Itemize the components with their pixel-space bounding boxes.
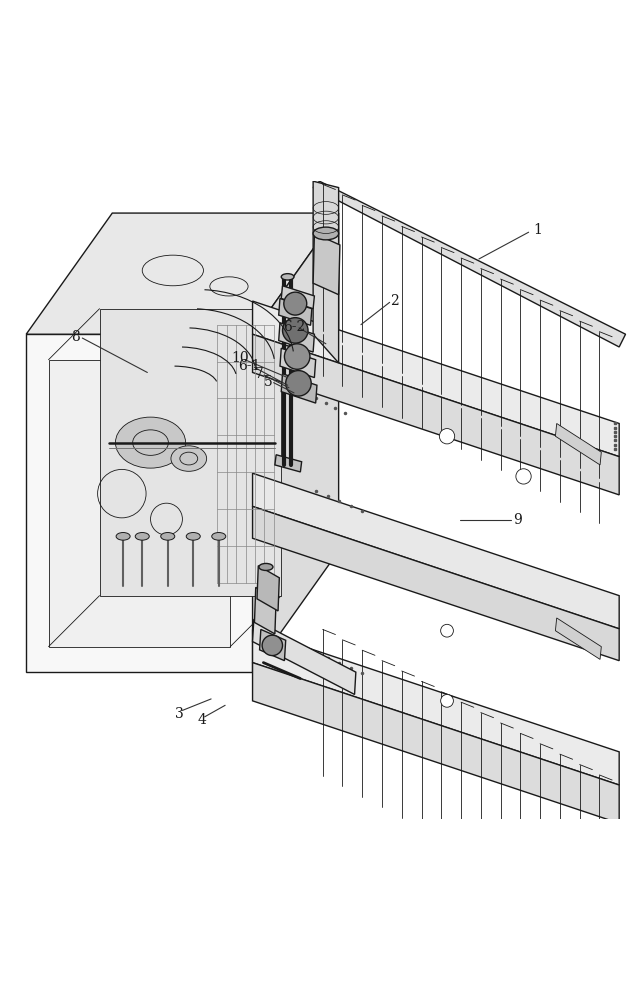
- Ellipse shape: [186, 533, 200, 540]
- Ellipse shape: [281, 274, 294, 280]
- Circle shape: [286, 371, 311, 396]
- Circle shape: [441, 694, 454, 707]
- Polygon shape: [279, 299, 312, 325]
- Polygon shape: [252, 334, 619, 495]
- Text: 10: 10: [231, 351, 249, 365]
- Text: 9: 9: [512, 513, 521, 527]
- Polygon shape: [257, 566, 279, 611]
- Text: 4: 4: [197, 713, 206, 727]
- Circle shape: [440, 429, 455, 444]
- Ellipse shape: [161, 533, 174, 540]
- Text: 1: 1: [533, 223, 542, 237]
- Polygon shape: [252, 629, 619, 785]
- Polygon shape: [313, 181, 626, 347]
- Ellipse shape: [133, 430, 169, 455]
- Polygon shape: [555, 618, 601, 659]
- Polygon shape: [26, 213, 339, 334]
- Text: 6-2: 6-2: [283, 320, 305, 334]
- Polygon shape: [281, 286, 314, 309]
- Polygon shape: [259, 629, 286, 661]
- Polygon shape: [252, 213, 339, 672]
- Polygon shape: [254, 587, 276, 634]
- Circle shape: [282, 318, 308, 343]
- Circle shape: [441, 624, 454, 637]
- Ellipse shape: [116, 417, 185, 468]
- Text: 2: 2: [390, 294, 399, 308]
- Polygon shape: [252, 619, 356, 694]
- Polygon shape: [275, 455, 302, 472]
- Ellipse shape: [259, 563, 273, 570]
- Text: 3: 3: [175, 707, 183, 721]
- Ellipse shape: [116, 533, 130, 540]
- Ellipse shape: [212, 533, 226, 540]
- Text: 8: 8: [72, 330, 81, 344]
- Circle shape: [516, 469, 531, 484]
- Polygon shape: [313, 181, 339, 363]
- Ellipse shape: [135, 533, 150, 540]
- Polygon shape: [252, 506, 619, 661]
- Ellipse shape: [313, 227, 339, 240]
- Ellipse shape: [171, 446, 206, 471]
- Polygon shape: [313, 233, 340, 295]
- Polygon shape: [280, 348, 316, 378]
- Polygon shape: [252, 663, 619, 823]
- Text: 6-1: 6-1: [238, 359, 261, 373]
- Polygon shape: [49, 360, 230, 647]
- Polygon shape: [281, 374, 317, 403]
- Text: 7: 7: [254, 367, 263, 381]
- Polygon shape: [252, 301, 619, 457]
- Polygon shape: [100, 309, 281, 596]
- Circle shape: [262, 635, 282, 656]
- Ellipse shape: [180, 452, 197, 465]
- Polygon shape: [26, 334, 252, 672]
- Circle shape: [284, 344, 310, 369]
- Polygon shape: [252, 473, 619, 629]
- Polygon shape: [279, 323, 314, 352]
- Text: 5: 5: [264, 375, 273, 389]
- Polygon shape: [555, 423, 601, 465]
- Circle shape: [284, 292, 307, 315]
